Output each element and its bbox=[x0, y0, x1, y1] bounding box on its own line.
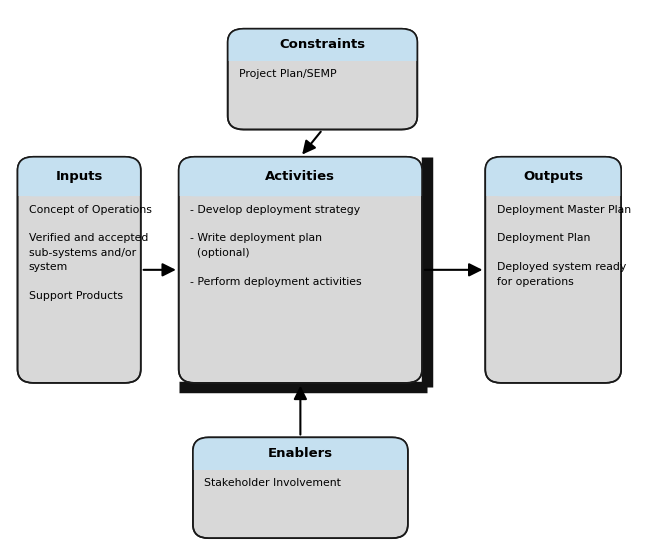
Bar bbox=[17, 172, 141, 196]
Text: Activities: Activities bbox=[265, 170, 335, 183]
Bar bbox=[228, 42, 417, 61]
FancyBboxPatch shape bbox=[17, 157, 141, 383]
Text: Deployment Master Plan

Deployment Plan

Deployed system ready
for operations: Deployment Master Plan Deployment Plan D… bbox=[497, 205, 631, 286]
FancyBboxPatch shape bbox=[179, 157, 422, 196]
FancyBboxPatch shape bbox=[485, 157, 621, 383]
FancyBboxPatch shape bbox=[179, 157, 422, 383]
Text: Concept of Operations

Verified and accepted
sub-systems and/or
system

Support : Concept of Operations Verified and accep… bbox=[29, 205, 152, 301]
FancyBboxPatch shape bbox=[193, 438, 408, 470]
Text: Enablers: Enablers bbox=[268, 447, 333, 460]
FancyBboxPatch shape bbox=[228, 29, 417, 130]
Bar bbox=[193, 450, 408, 470]
Bar bbox=[179, 172, 422, 196]
Bar bbox=[485, 172, 621, 196]
Text: Inputs: Inputs bbox=[55, 170, 103, 183]
Text: Project Plan/SEMP: Project Plan/SEMP bbox=[239, 69, 337, 79]
FancyBboxPatch shape bbox=[485, 157, 621, 196]
FancyBboxPatch shape bbox=[17, 157, 141, 196]
Text: Stakeholder Involvement: Stakeholder Involvement bbox=[204, 478, 341, 488]
Text: - Develop deployment strategy

- Write deployment plan
  (optional)

- Perform d: - Develop deployment strategy - Write de… bbox=[190, 205, 362, 286]
Text: Constraints: Constraints bbox=[279, 38, 366, 51]
FancyBboxPatch shape bbox=[193, 438, 408, 538]
FancyBboxPatch shape bbox=[228, 29, 417, 61]
Text: Outputs: Outputs bbox=[523, 170, 583, 183]
